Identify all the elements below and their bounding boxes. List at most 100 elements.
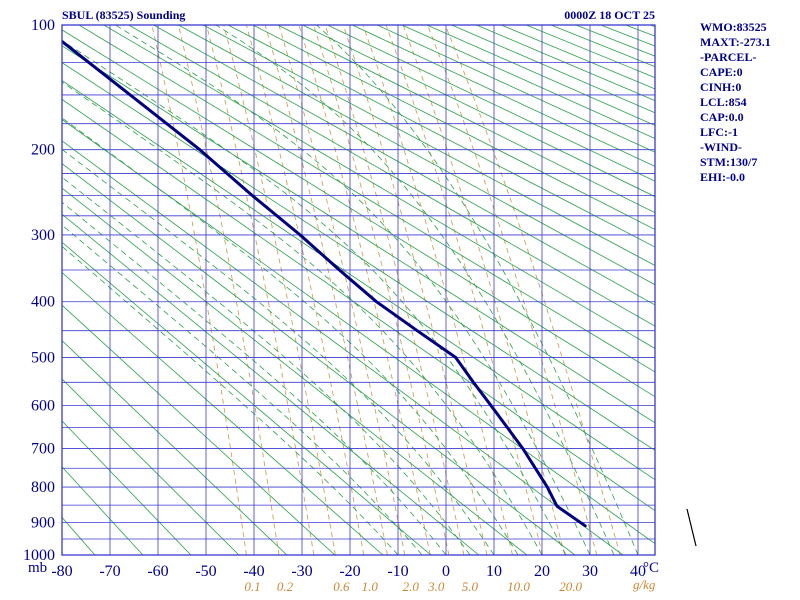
- dry-adiabat-line: [62, 516, 96, 555]
- mixing-ratio-line: [206, 25, 315, 555]
- mixing-ratio-tick-label: 10.0: [507, 579, 530, 594]
- pressure-unit-label: mb: [28, 560, 48, 576]
- temperature-tick-label: -70: [99, 563, 120, 580]
- dry-adiabat-line: [426, 25, 655, 126]
- dry-adiabat-line: [128, 25, 655, 327]
- dry-adiabat-line: [153, 25, 655, 306]
- moist-adiabat-line: [62, 176, 471, 555]
- dry-adiabat-line: [62, 378, 240, 555]
- dry-adiabat-line: [62, 271, 384, 555]
- dry-adiabat-line: [401, 25, 655, 139]
- info-lcl: LCL:854: [700, 95, 747, 109]
- mixing-ratio-tick-label: 1.0: [362, 579, 379, 594]
- info-ehi: EHI:-0.0: [700, 170, 745, 184]
- mixing-ratio-line: [324, 25, 465, 555]
- mixing-ratio-unit-label: g/kg: [633, 577, 656, 592]
- pressure-tick-label: 300: [31, 227, 55, 244]
- temperature-tick-label: -20: [339, 563, 360, 580]
- mixing-ratio-tick-label: 0.1: [244, 579, 260, 594]
- pressure-tick-label: 200: [31, 142, 55, 159]
- dry-adiabat-line: [62, 79, 655, 481]
- temperature-tick-label: -50: [195, 563, 216, 580]
- dry-adiabat-line: [62, 213, 480, 555]
- pressure-tick-label: 100: [31, 17, 55, 34]
- dry-adiabat-line: [62, 241, 432, 555]
- info-wmo: WMO:83525: [700, 20, 767, 34]
- dry-adiabat-line: [62, 339, 288, 555]
- mixing-ratio-line: [427, 25, 598, 555]
- info-parcel-header: -PARCEL-: [700, 50, 757, 64]
- mixing-ratio-tick-label: 0.6: [333, 579, 350, 594]
- dry-adiabat-line: [62, 62, 655, 451]
- dry-adiabat-line: [62, 304, 336, 555]
- plot-border: [61, 24, 656, 556]
- temperature-tick-label: 40: [630, 563, 646, 580]
- mixing-ratio-tick-label: 0.2: [277, 579, 294, 594]
- moist-adiabat-line: [62, 201, 447, 555]
- dry-adiabat-line: [78, 25, 655, 373]
- dry-adiabat-line: [62, 140, 624, 555]
- temperature-tick-label: -80: [51, 563, 72, 580]
- dry-adiabat-line: [62, 29, 655, 398]
- pressure-tick-label: 700: [31, 440, 55, 457]
- temperature-tick-label: 30: [582, 563, 598, 580]
- info-cape: CAPE:0: [700, 65, 743, 79]
- info-stm: STM:130/7: [700, 155, 758, 169]
- pressure-tick-label: 800: [31, 479, 55, 496]
- wind-staff: [686, 508, 697, 547]
- dry-adiabat-line: [277, 25, 655, 214]
- dry-adiabat-line: [62, 187, 528, 555]
- pressure-tick-label: 400: [31, 294, 55, 311]
- moist-adiabat-line: [215, 25, 615, 555]
- info-maxt: MAXT:-273.1: [700, 35, 771, 49]
- dry-adiabat-line: [302, 25, 655, 198]
- temperature-tick-label: 20: [534, 563, 550, 580]
- sounding-temperature-line: [62, 39, 587, 528]
- mixing-ratio-line: [151, 25, 247, 555]
- temperature-tick-label: 10: [486, 563, 502, 580]
- dry-adiabat-line: [327, 25, 655, 182]
- dry-adiabat-line: [203, 25, 655, 266]
- chart-datetime: 0000Z 18 OCT 25: [564, 8, 655, 22]
- info-cap: CAP:0.0: [700, 110, 744, 124]
- dry-adiabat-line: [103, 25, 655, 349]
- info-panel: WMO:83525 MAXT:-273.1 -PARCEL- CAPE:0 CI…: [700, 20, 771, 185]
- info-wind-header: -WIND-: [700, 140, 742, 154]
- dry-adiabat-line: [62, 163, 576, 555]
- dry-adiabat-line: [178, 25, 655, 286]
- temperature-tick-label: -40: [243, 563, 264, 580]
- temperature-tick-label: -10: [387, 563, 408, 580]
- pressure-tick-label: 500: [31, 349, 55, 366]
- pressure-tick-label: 600: [31, 398, 55, 415]
- plot-area: [62, 25, 655, 555]
- info-cinh: CINH:0: [700, 80, 742, 94]
- dry-adiabat-line: [62, 466, 144, 555]
- moist-adiabat-line: [62, 117, 519, 555]
- dry-adiabat-line: [252, 25, 655, 230]
- pressure-tick-label: 900: [31, 514, 55, 531]
- mixing-ratio-line: [278, 25, 406, 555]
- temperature-tick-label: 0: [442, 563, 450, 580]
- mixing-ratio-tick-label: 2.0: [403, 579, 420, 594]
- dry-adiabat-line: [62, 118, 655, 545]
- info-lfc: LFC:-1: [700, 125, 738, 139]
- pressure-tick-label: 1000: [23, 547, 55, 564]
- dry-adiabat-line: [62, 420, 192, 555]
- moist-adiabat-line: [62, 148, 495, 555]
- mixing-ratio-tick-label: 3.0: [427, 579, 445, 594]
- mixing-ratio-tick-label: 20.0: [559, 579, 582, 594]
- mixing-ratio-line: [223, 25, 336, 555]
- mixing-ratio-line: [264, 25, 388, 555]
- mixing-ratio-tick-label: 5.0: [462, 579, 479, 594]
- dry-adiabat-line: [62, 98, 655, 512]
- temperature-unit-label: °C: [643, 560, 660, 576]
- mixing-ratio-line: [444, 25, 621, 555]
- dry-adiabat-line: [376, 25, 655, 153]
- chart-title: SBUL (83525) Sounding: [62, 8, 186, 22]
- dry-adiabat-line: [62, 45, 655, 424]
- dry-adiabat-line: [352, 25, 655, 167]
- temperature-tick-label: -30: [291, 563, 312, 580]
- temperature-tick-label: -60: [147, 563, 168, 580]
